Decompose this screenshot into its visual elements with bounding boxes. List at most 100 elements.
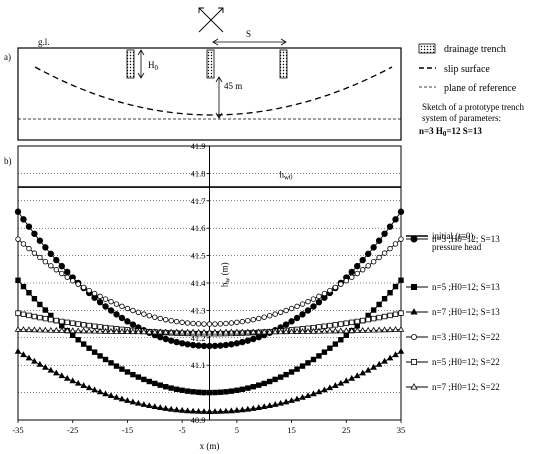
data-point [195,407,202,414]
data-point [381,357,388,364]
data-point [59,318,65,325]
data-point [200,408,208,414]
data-point [370,307,377,313]
data-point [244,405,252,412]
data-point [233,340,241,347]
data-point [294,303,300,310]
data-point [310,327,317,334]
data-point [250,316,256,323]
data-point [42,307,49,313]
data-point [135,309,142,316]
data-point [200,342,208,350]
data-point [277,399,284,406]
data-point [310,356,317,363]
data-point [222,341,230,349]
data-point [217,407,224,414]
data-point [168,318,174,324]
data-point [338,281,344,287]
data-point [233,328,241,335]
data-point [305,298,311,305]
legend-marker [410,235,418,243]
data-point [277,309,284,316]
data-point [85,384,93,391]
data-point [386,223,394,230]
data-point [299,328,306,334]
data-point [359,317,366,324]
sketch-params: n=3 H0=12 S=13 [419,126,482,138]
data-point [217,328,224,335]
data-point [42,363,49,370]
data-point [299,301,306,307]
data-point [206,328,213,335]
data-point [239,318,246,325]
data-point [282,328,290,335]
data-point [201,389,207,396]
data-point [107,327,115,334]
data-point [364,326,372,333]
data-point [244,328,252,335]
h0-arrow-head-bottom [137,72,145,79]
data-point [233,406,241,413]
data-point [152,380,158,387]
data-point [245,385,251,391]
data-point [113,301,120,307]
data-point [398,277,404,283]
data-point [206,408,213,414]
panel-a-legend: drainage trench slip surface plane of re… [418,43,524,138]
legend-marker [410,333,417,340]
data-point [338,337,344,343]
data-point [53,369,60,376]
data-point [315,327,323,334]
data-point [124,397,131,403]
data-point [31,295,38,302]
depth-arrow-head-bottom [215,112,223,119]
data-point [102,390,109,397]
data-point [256,315,262,322]
data-point [157,382,163,388]
data-point [360,267,366,273]
series-4 [15,236,404,327]
data-point [249,328,257,335]
drainage-trench-center [206,49,215,79]
data-point [102,303,109,310]
data-point [31,313,38,320]
x-tick-label: 15 [287,425,296,435]
s-label: S [246,29,251,39]
data-point [140,328,148,335]
data-point [326,384,334,391]
data-point [178,406,186,413]
legend-marker [410,308,418,315]
data-point [353,372,361,379]
data-point [53,326,60,333]
data-point [189,341,197,349]
data-point [141,376,147,383]
data-point [102,356,109,363]
data-point [392,351,399,358]
data-point [64,274,70,280]
data-point [211,342,219,350]
data-point [14,347,22,354]
data-point [321,349,328,355]
y-tick-label: 41.3 [191,305,206,315]
data-point [332,284,339,291]
data-point [124,369,131,375]
data-point [397,347,405,354]
data-point [212,321,218,327]
data-point [179,319,185,326]
data-point [152,314,158,320]
data-point [163,316,169,323]
drainage-trench-left [126,49,135,79]
data-point [53,256,60,264]
data-point [228,388,235,394]
data-point [206,389,213,396]
data-point [15,236,21,242]
data-point [63,327,71,334]
x-axis-label: x (m) [200,441,220,451]
data-point [70,332,76,338]
data-point [343,332,349,338]
data-point [25,326,33,333]
data-point [200,328,208,335]
data-point [343,377,350,384]
y-tick-label: 41.6 [191,223,206,233]
x-tick-label: 25 [342,425,351,435]
